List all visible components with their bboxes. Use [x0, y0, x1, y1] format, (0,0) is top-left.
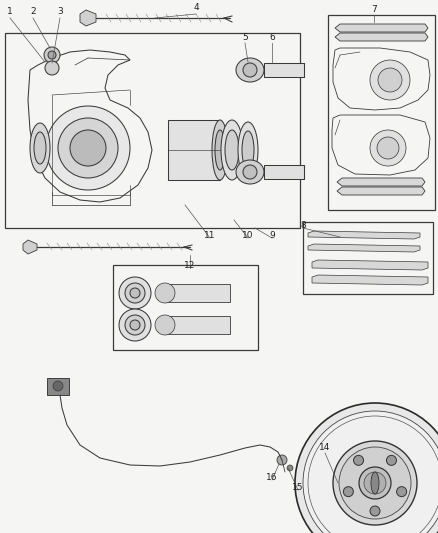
Circle shape	[370, 506, 380, 516]
Text: 4: 4	[193, 4, 199, 12]
Text: 7: 7	[371, 5, 377, 14]
Polygon shape	[337, 187, 425, 195]
Ellipse shape	[212, 120, 228, 180]
Ellipse shape	[30, 123, 50, 173]
Circle shape	[343, 487, 353, 497]
Polygon shape	[335, 24, 428, 32]
Circle shape	[243, 165, 257, 179]
Circle shape	[119, 277, 151, 309]
Bar	[113, 265, 258, 350]
Text: 12: 12	[184, 261, 196, 270]
Text: 8: 8	[300, 221, 306, 230]
Text: 2: 2	[30, 7, 36, 17]
Circle shape	[155, 283, 175, 303]
Circle shape	[295, 403, 438, 533]
Text: 1: 1	[7, 7, 13, 17]
Ellipse shape	[221, 120, 243, 180]
Bar	[168, 120, 220, 180]
Text: 5: 5	[242, 33, 248, 42]
Circle shape	[359, 467, 391, 499]
Bar	[165, 316, 230, 334]
Circle shape	[378, 68, 402, 92]
Ellipse shape	[236, 58, 264, 82]
Ellipse shape	[34, 132, 46, 164]
Polygon shape	[335, 33, 428, 41]
Bar	[264, 165, 304, 179]
Bar	[264, 63, 304, 77]
Ellipse shape	[371, 472, 379, 494]
Circle shape	[58, 118, 118, 178]
Text: 16: 16	[266, 472, 278, 481]
Polygon shape	[312, 275, 428, 285]
Bar	[328, 15, 435, 210]
Text: 11: 11	[204, 230, 216, 239]
Circle shape	[70, 130, 106, 166]
Circle shape	[386, 455, 396, 465]
Circle shape	[130, 320, 140, 330]
Circle shape	[333, 441, 417, 525]
Circle shape	[125, 315, 145, 335]
Circle shape	[48, 51, 56, 59]
Polygon shape	[312, 260, 428, 270]
Bar	[303, 222, 433, 294]
Circle shape	[287, 465, 293, 471]
Ellipse shape	[236, 160, 264, 184]
Bar	[47, 378, 69, 395]
Text: 9: 9	[269, 230, 275, 239]
Bar	[165, 284, 230, 302]
Circle shape	[370, 130, 406, 166]
Polygon shape	[308, 244, 420, 252]
Circle shape	[125, 283, 145, 303]
Circle shape	[44, 47, 60, 63]
Circle shape	[46, 106, 130, 190]
Circle shape	[353, 455, 364, 465]
Ellipse shape	[215, 130, 225, 170]
Circle shape	[377, 137, 399, 159]
Text: 3: 3	[57, 7, 63, 17]
Bar	[5, 33, 300, 228]
Circle shape	[243, 63, 257, 77]
Circle shape	[119, 309, 151, 341]
Circle shape	[339, 447, 411, 519]
Text: 10: 10	[242, 230, 254, 239]
Text: 14: 14	[319, 443, 331, 453]
Circle shape	[370, 60, 410, 100]
Circle shape	[130, 288, 140, 298]
Polygon shape	[308, 231, 420, 239]
Circle shape	[397, 487, 406, 497]
Polygon shape	[80, 10, 96, 26]
Text: 6: 6	[269, 33, 275, 42]
Circle shape	[53, 381, 63, 391]
Ellipse shape	[242, 131, 254, 169]
Circle shape	[45, 61, 59, 75]
Circle shape	[303, 411, 438, 533]
Polygon shape	[23, 240, 37, 254]
Circle shape	[364, 472, 386, 494]
Text: 15: 15	[292, 483, 304, 492]
Circle shape	[155, 315, 175, 335]
Ellipse shape	[225, 130, 239, 170]
Circle shape	[277, 455, 287, 465]
Ellipse shape	[238, 122, 258, 178]
Polygon shape	[337, 178, 425, 186]
